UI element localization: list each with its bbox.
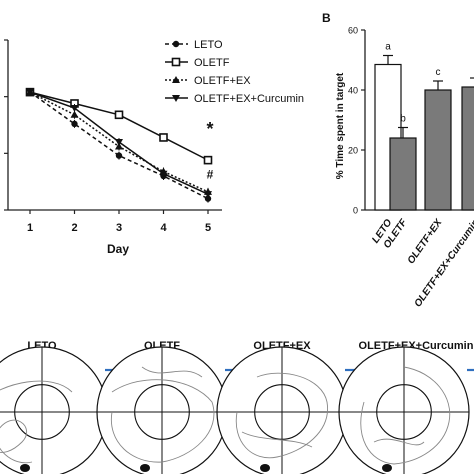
legend-item: OLETF+EX xyxy=(165,75,251,87)
line-series-point xyxy=(114,110,124,120)
line-series-point xyxy=(204,191,212,199)
platform-marker xyxy=(20,464,30,472)
bar xyxy=(424,89,452,211)
bar-significance-letter: c xyxy=(436,67,441,78)
line-chart-x-label: Day xyxy=(107,242,129,256)
line-series-point xyxy=(159,170,168,178)
bar-chart-y-tick-label: 60 xyxy=(348,26,358,36)
bar-chart-y-tick-label: 20 xyxy=(348,146,358,156)
legend-label: LETO xyxy=(194,39,223,51)
trace-panel: OLETF xyxy=(96,340,239,474)
line-series-point xyxy=(115,152,123,159)
legend-item: LETO xyxy=(165,39,223,51)
line-series-point xyxy=(159,133,168,142)
line-chart-annotations: *# xyxy=(206,119,213,181)
line-series-point xyxy=(115,139,123,146)
trace-panel: OLETF+EX+Curcumin xyxy=(338,340,474,474)
bar-chart-x-label: OLETF+EX xyxy=(406,216,446,266)
line-chart-x-tick-label: 3 xyxy=(116,222,122,234)
swim-path xyxy=(110,366,215,463)
swim-path xyxy=(235,372,328,459)
line-chart-x-tick-label: 5 xyxy=(205,222,211,234)
line-chart-x-ticks: 1 2 3 4 5 xyxy=(27,210,211,234)
line-chart-x-tick-label: 4 xyxy=(160,222,167,234)
line-series-point xyxy=(203,155,213,165)
bar-significance-letter: a xyxy=(385,42,391,53)
line-series-point xyxy=(26,89,34,97)
legend-marker xyxy=(172,95,180,102)
line-chart-x-tick-label: 2 xyxy=(71,222,77,234)
legend-label: OLETF+EX xyxy=(194,75,251,87)
legend-item: OLETF xyxy=(165,57,230,69)
platform-marker xyxy=(260,464,270,472)
bar-chart-y-label: % Time spent in target xyxy=(335,72,346,179)
legend-item: OLETF+EX+Curcumin xyxy=(165,93,304,105)
pool-outline xyxy=(0,346,108,474)
line-series-point xyxy=(70,110,79,118)
bar-chart-bars: a b c xyxy=(374,42,474,211)
bar-chart-y-tick-label: 0 xyxy=(353,206,358,216)
line-series-point xyxy=(204,195,212,202)
bar-chart-y-ticks: 0 20 40 60 xyxy=(348,26,365,216)
line-series-path xyxy=(29,91,209,200)
line-chart-annotation: # xyxy=(207,167,214,181)
legend-label: OLETF+EX+Curcumin xyxy=(194,93,304,105)
bar-group: b xyxy=(389,114,417,211)
panel-b-label: B xyxy=(322,11,331,25)
line-chart-series xyxy=(25,87,213,203)
line-series-point xyxy=(71,120,78,128)
bar-group xyxy=(461,77,474,211)
bar xyxy=(461,86,474,211)
swim-traces: LETO OLETF OLETF+EX OLETF+EX+Curcumin xyxy=(0,340,474,474)
line-chart-y-ticks xyxy=(4,39,8,211)
bar-group: c xyxy=(424,67,452,211)
trace-panel: OLETF+EX xyxy=(216,340,359,474)
legend-marker xyxy=(172,76,180,83)
line-chart-legend: LETO OLETF OLETF+EX OLETF+EX+Curcumin xyxy=(165,39,304,105)
line-chart-annotation: * xyxy=(206,119,213,139)
bar-significance-letter: b xyxy=(400,114,406,125)
bar-chart-y-tick-label: 40 xyxy=(348,86,358,96)
swim-path xyxy=(360,366,451,465)
swim-path xyxy=(0,380,73,464)
legend-marker xyxy=(172,40,180,48)
platform-marker xyxy=(382,464,392,472)
line-series-point xyxy=(70,105,79,112)
platform-marker xyxy=(140,464,150,472)
legend-label: OLETF xyxy=(194,57,230,69)
line-series-point xyxy=(115,142,123,150)
line-chart-x-tick-label: 1 xyxy=(27,222,33,234)
legend-marker xyxy=(171,57,181,67)
bar-chart: B 0 20 40 60 % Time spent in target a b c LET… xyxy=(322,11,474,309)
line-series-oletf-ex-curcumin xyxy=(26,89,212,199)
bar-chart-x-label: OLETF+EX+Curcumin xyxy=(413,217,474,309)
bar xyxy=(389,137,417,211)
